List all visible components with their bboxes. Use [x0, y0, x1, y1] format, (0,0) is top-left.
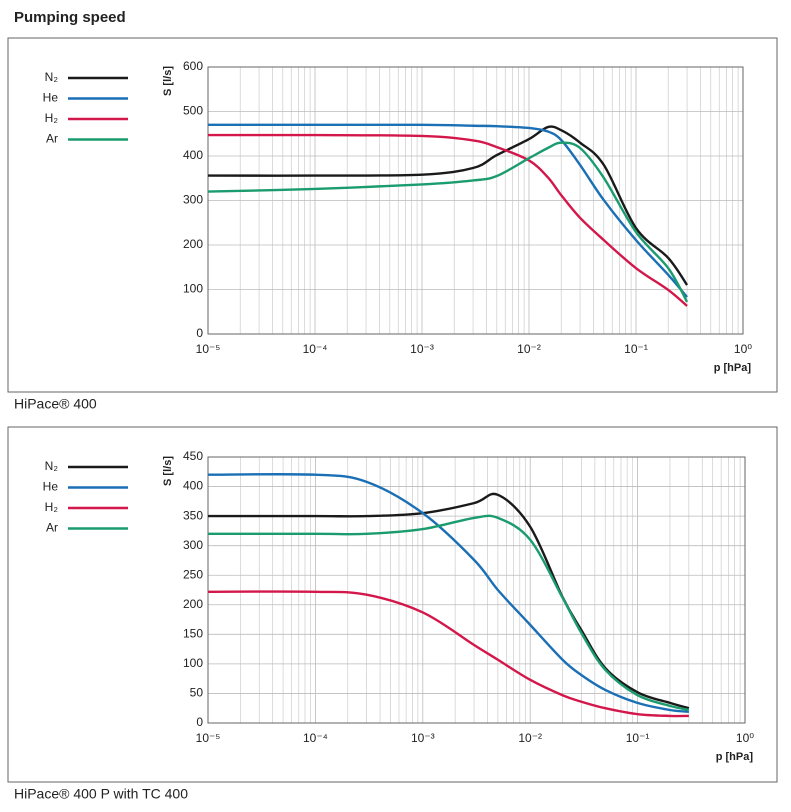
x-tick-label: 10⁰ — [734, 342, 752, 356]
chart-frame — [7, 37, 778, 393]
y-tick-label: 400 — [183, 479, 203, 493]
legend-label: H₂ — [45, 111, 59, 125]
x-tick-label: 10⁻¹ — [626, 731, 650, 745]
x-tick-label: 10⁻² — [518, 731, 542, 745]
x-tick-label: 10⁻³ — [411, 731, 435, 745]
series-line — [207, 133, 688, 307]
y-axis-label: S [l/s] — [162, 456, 174, 486]
y-tick-label: 200 — [183, 597, 203, 611]
y-tick-label: 250 — [183, 567, 203, 581]
legend-label: Ar — [46, 132, 58, 146]
chart-frame — [7, 426, 778, 783]
series-line — [207, 473, 689, 713]
series-line — [207, 123, 688, 298]
legend-label: He — [43, 480, 59, 494]
y-tick-label: 400 — [183, 148, 203, 162]
x-tick-label: 10⁻² — [517, 342, 541, 356]
x-tick-label: 10⁻³ — [410, 342, 434, 356]
y-tick-label: 150 — [183, 627, 203, 641]
legend-label: He — [43, 91, 59, 105]
legend-label: N₂ — [45, 459, 59, 473]
legend-label: H₂ — [45, 500, 59, 514]
y-tick-label: 50 — [190, 686, 204, 700]
y-tick-label: 350 — [183, 508, 203, 522]
series-line — [207, 125, 689, 286]
x-tick-label: 10⁻⁴ — [303, 342, 328, 356]
legend-label: N₂ — [45, 70, 59, 84]
series-line — [208, 492, 690, 710]
y-tick-label: 500 — [183, 104, 203, 118]
series-line — [208, 514, 690, 712]
y-tick-label: 450 — [183, 449, 203, 463]
x-axis-label: p [hPa] — [716, 751, 754, 763]
caption: HiPace® 400 P with TC 400 — [14, 786, 188, 802]
series-line — [207, 590, 689, 718]
legend-label: Ar — [46, 521, 58, 535]
y-tick-label: 300 — [183, 538, 203, 552]
page-title: Pumping speed — [14, 9, 126, 26]
x-tick-label: 10⁻¹ — [624, 342, 648, 356]
y-tick-label: 300 — [183, 193, 203, 207]
x-tick-label: 10⁻⁴ — [303, 731, 328, 745]
y-tick-label: 100 — [183, 282, 203, 296]
x-axis-label: p [hPa] — [714, 362, 752, 374]
plot-frame — [207, 66, 744, 335]
y-axis-label: S [l/s] — [162, 66, 174, 96]
plot-frame — [207, 456, 746, 724]
x-tick-label: 10⁰ — [736, 731, 754, 745]
y-tick-label: 100 — [183, 656, 203, 670]
y-tick-label: 200 — [183, 237, 203, 251]
series-line — [207, 141, 689, 303]
y-tick-label: 600 — [183, 59, 203, 73]
x-tick-label: 10⁻⁵ — [196, 731, 221, 745]
y-tick-label: 0 — [196, 326, 203, 340]
x-tick-label: 10⁻⁵ — [196, 342, 221, 356]
y-tick-label: 0 — [196, 715, 203, 729]
caption: HiPace® 400 — [14, 396, 97, 412]
